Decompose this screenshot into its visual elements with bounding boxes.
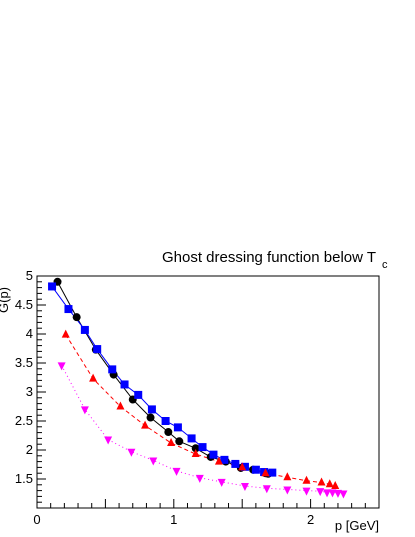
series-lines: [51, 281, 344, 494]
data-point-series-3: [89, 373, 98, 382]
data-point-series-2: [48, 282, 57, 291]
data-point-series-3: [167, 438, 176, 447]
data-point-series-3: [331, 480, 340, 489]
data-point-series-3: [238, 462, 247, 471]
data-point-series-1: [164, 428, 173, 437]
data-point-series-1: [175, 437, 184, 446]
data-point-series-2: [268, 468, 277, 477]
data-point-series-4: [262, 485, 271, 494]
data-point-series-2: [187, 434, 196, 443]
data-point-series-4: [302, 487, 311, 496]
data-point-series-4: [127, 448, 136, 457]
y-tick-label: 4.5: [15, 297, 33, 312]
data-point-series-4: [104, 436, 113, 445]
data-point-series-4: [333, 489, 342, 498]
y-tick-label: 3: [26, 384, 33, 399]
x-tick-label: 2: [307, 512, 314, 527]
data-point-series-3: [191, 449, 200, 458]
data-point-series-4: [323, 489, 332, 498]
data-point-series-3: [317, 477, 326, 486]
data-point-series-3: [214, 456, 223, 465]
x-tick-label: 1: [170, 512, 177, 527]
data-point-series-3: [302, 475, 311, 484]
data-point-series-4: [149, 457, 158, 466]
data-point-series-3: [283, 472, 292, 481]
data-point-series-2: [120, 380, 129, 389]
data-point-series-2: [173, 423, 182, 432]
data-point-series-1: [146, 413, 155, 422]
series-points: [48, 277, 348, 499]
data-point-series-2: [80, 325, 89, 334]
data-point-series-3: [325, 479, 334, 488]
data-point-series-2: [93, 345, 102, 354]
data-point-series-3: [261, 468, 270, 477]
data-point-series-4: [80, 406, 89, 415]
data-point-series-4: [217, 478, 226, 487]
data-point-series-1: [191, 444, 200, 453]
data-point-series-2: [147, 405, 156, 414]
data-point-series-4: [283, 486, 292, 495]
chart-title-subscript: c: [382, 259, 388, 271]
data-point-series-2: [198, 443, 207, 452]
y-tick-label: 2.5: [15, 413, 33, 428]
y-tick-label: 4: [26, 326, 33, 341]
data-point-series-3: [116, 401, 125, 410]
data-point-series-2: [251, 465, 260, 474]
data-point-series-1: [72, 313, 81, 322]
data-point-series-3: [141, 420, 150, 429]
chart-title: Ghost dressing function below T: [162, 249, 376, 266]
data-point-series-4: [328, 489, 337, 498]
y-tick-label: 5: [26, 268, 33, 283]
data-point-series-4: [240, 482, 249, 491]
plot-frame: [36, 275, 380, 509]
data-point-series-3: [61, 329, 70, 338]
x-tick-label: 0: [33, 512, 40, 527]
data-point-series-4: [339, 490, 348, 499]
y-axis: 1.5 2 2.5 3 3.5 4 4.5 5: [15, 268, 46, 509]
data-point-series-2: [134, 390, 143, 399]
data-point-series-2: [64, 305, 73, 314]
data-point-series-2: [231, 459, 240, 468]
data-point-series-2: [108, 365, 117, 374]
series-line-4: [61, 365, 344, 494]
data-point-series-4: [172, 467, 181, 476]
data-point-series-2: [209, 450, 218, 459]
series-line-2: [51, 286, 273, 474]
y-tick-label: 3.5: [15, 355, 33, 370]
x-axis: 0 1 2: [33, 499, 380, 527]
y-axis-title: G(p): [0, 287, 11, 313]
x-axis-title: p [GeV]: [335, 518, 379, 533]
data-point-series-4: [316, 488, 325, 497]
y-tick-label: 2: [26, 442, 33, 457]
data-point-series-2: [240, 462, 249, 471]
series-line-3: [65, 334, 336, 487]
series-line-1: [57, 281, 269, 475]
data-point-series-2: [161, 417, 170, 425]
y-tick-label: 1.5: [15, 471, 33, 486]
data-point-series-4: [57, 362, 66, 371]
data-point-series-2: [220, 455, 229, 464]
data-point-series-4: [195, 474, 204, 483]
